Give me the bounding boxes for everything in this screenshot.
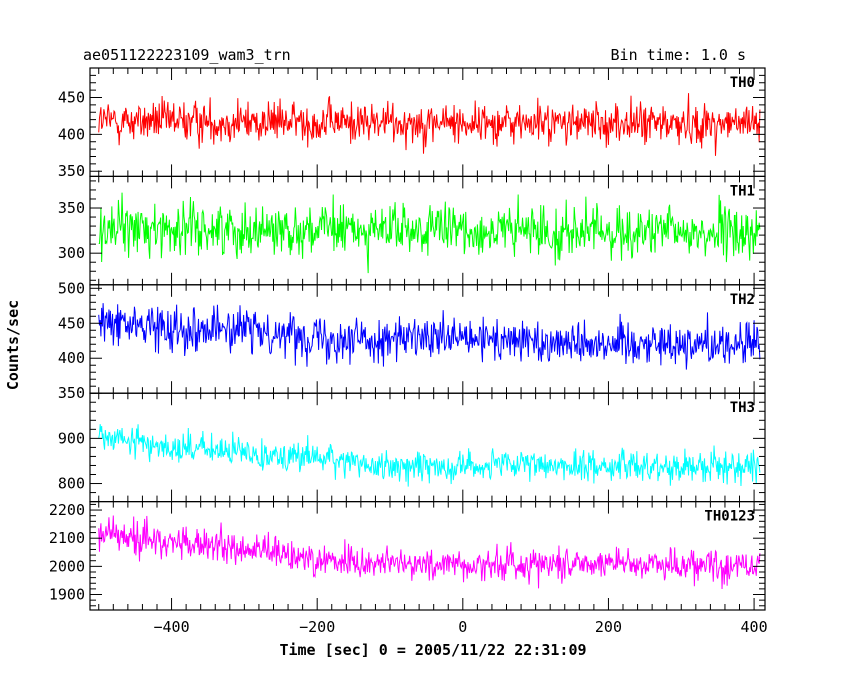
- series-th3: [98, 424, 761, 487]
- x-axis-title: Time [sec] 0 = 2005/11/22 22:31:09: [279, 641, 586, 659]
- panels-group: 350 400 450 TH0 300 350 TH1 350 400 450 500 TH2 800 9…: [49, 67, 768, 636]
- y-tick-label: 400: [58, 125, 85, 143]
- x-tick-label: −400: [153, 618, 189, 636]
- panel-label-th0123: TH0123: [704, 509, 755, 525]
- series-th2: [98, 303, 761, 370]
- panel-label-th0: TH0: [730, 75, 755, 91]
- y-tick-label: 500: [58, 279, 85, 297]
- y-tick-label: 800: [58, 475, 85, 493]
- x-tick-label: 0: [458, 618, 467, 636]
- y-tick-label: 350: [58, 199, 85, 217]
- series-th1: [98, 192, 761, 274]
- y-axis-title: Counts/sec: [4, 300, 22, 390]
- y-tick-label: 350: [58, 162, 85, 180]
- x-tick-label: 400: [741, 618, 768, 636]
- y-tick-label: 2200: [49, 501, 85, 519]
- x-tick-label: −200: [299, 618, 335, 636]
- y-tick-label: 400: [58, 349, 85, 367]
- y-tick-label: 2100: [49, 529, 85, 547]
- y-tick-label: 350: [58, 384, 85, 402]
- y-tick-label: 300: [58, 244, 85, 262]
- y-tick-label: 1900: [49, 586, 85, 604]
- bin-time-label: Bin time: 1.0 s: [611, 46, 746, 64]
- x-tick-label: 200: [595, 618, 622, 636]
- chart-title: ae051122223109_wam3_trn: [83, 46, 291, 64]
- panel-label-th3: TH3: [730, 400, 755, 416]
- y-tick-label: 2000: [49, 557, 85, 575]
- panel-label-th1: TH1: [730, 183, 755, 199]
- y-tick-label: 450: [58, 88, 85, 106]
- panel-frame-th0123: [89, 501, 766, 611]
- y-tick-label: 900: [58, 429, 85, 447]
- series-th0123: [98, 515, 761, 589]
- series-th0: [98, 93, 761, 156]
- y-tick-label: 450: [58, 314, 85, 332]
- panel-label-th2: TH2: [730, 292, 755, 308]
